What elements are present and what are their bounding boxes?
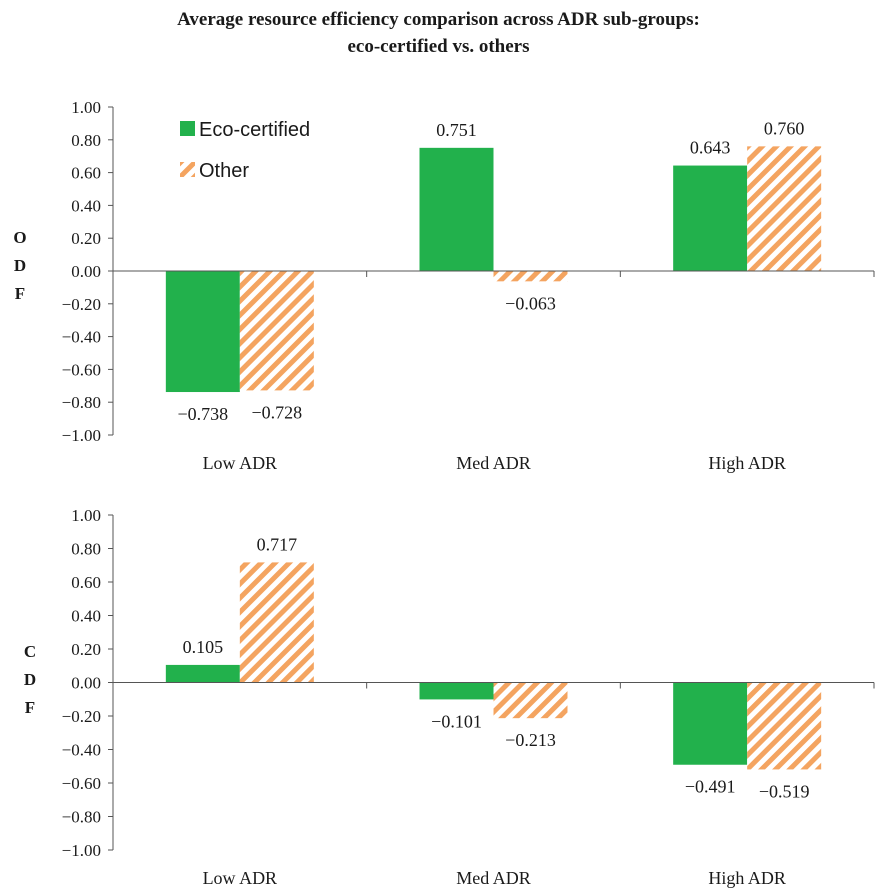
bar-other xyxy=(747,146,822,271)
y-axis-label-letter: D xyxy=(24,670,36,689)
bar-eco-certified xyxy=(165,271,240,393)
data-label: −0.063 xyxy=(505,293,556,313)
bar-eco-certified xyxy=(419,147,494,271)
bar-other xyxy=(747,682,822,770)
bar-eco-certified xyxy=(673,165,748,271)
data-label: 0.105 xyxy=(183,637,224,657)
y-tick-label: 1.00 xyxy=(71,506,101,525)
chart-title-line-2: eco-certified vs. others xyxy=(347,36,530,57)
y-tick-label: −0.60 xyxy=(62,360,101,379)
chart-panel-1: 1.00 0.80 0.60 0.40 0.20 0.00 −0.20 −0.40 −0.60 −… xyxy=(13,98,875,473)
data-label: 0.717 xyxy=(257,534,298,554)
x-tick-label: Med ADR xyxy=(456,453,531,473)
data-label: −0.738 xyxy=(178,404,229,424)
y-tick-label: 0.40 xyxy=(71,196,101,215)
bar-other xyxy=(239,562,314,683)
chart-title: Average resource efficiency comparison a… xyxy=(0,6,877,60)
bar-eco-certified xyxy=(419,682,494,700)
legend-swatch-eco-certified xyxy=(180,121,195,136)
legend-label: Eco-certified xyxy=(199,119,310,141)
legend: Eco-certified Other xyxy=(180,119,310,182)
y-tick-label: −0.40 xyxy=(62,741,101,760)
y-tick-label: 0.80 xyxy=(71,131,101,150)
data-label: 0.643 xyxy=(690,138,731,158)
y-tick-label: 0.60 xyxy=(71,573,101,592)
y-tick-label: 0.20 xyxy=(71,640,101,659)
bar-other xyxy=(493,682,568,719)
chart-panel-2: 1.00 0.80 0.60 0.40 0.20 0.00 −0.20 −0.40 −0.60 −… xyxy=(24,506,875,888)
y-axis-label-letter: D xyxy=(14,256,26,275)
y-tick-label: −0.60 xyxy=(62,774,101,793)
y-tick-label: −0.40 xyxy=(62,328,101,347)
y-axis-label-letter: C xyxy=(24,642,36,661)
x-tick-label: High ADR xyxy=(708,868,786,888)
y-axis-label-letter: F xyxy=(25,698,35,717)
x-tick-label: Low ADR xyxy=(203,868,278,888)
data-label: −0.519 xyxy=(759,781,810,801)
y-axis-label-letter: O xyxy=(13,228,26,247)
data-label: 0.760 xyxy=(764,118,805,138)
y-tick-label: −1.00 xyxy=(62,426,101,445)
y-tick-label: 0.60 xyxy=(71,164,101,183)
y-tick-label: −0.80 xyxy=(62,393,101,412)
y-tick-label: −0.20 xyxy=(62,707,101,726)
y-tick-label: 0.80 xyxy=(71,540,101,559)
bar-eco-certified xyxy=(673,682,748,765)
legend-label: Other xyxy=(199,160,249,182)
x-tick-label: Med ADR xyxy=(456,868,531,888)
data-label: −0.491 xyxy=(685,777,736,797)
x-tick-label: Low ADR xyxy=(203,453,278,473)
y-tick-label: 0.00 xyxy=(71,262,101,281)
data-label: 0.751 xyxy=(436,120,477,140)
y-tick-label: 0.00 xyxy=(71,674,101,693)
legend-swatch-other xyxy=(180,162,195,177)
bar-other xyxy=(239,271,314,391)
bar-other xyxy=(493,271,568,282)
y-tick-label: 0.40 xyxy=(71,607,101,626)
y-tick-label: −0.80 xyxy=(62,808,101,827)
data-label: −0.101 xyxy=(431,711,482,731)
data-label: −0.728 xyxy=(252,402,303,422)
y-tick-label: −1.00 xyxy=(62,841,101,860)
bar-eco-certified xyxy=(165,664,240,683)
y-tick-label: 0.20 xyxy=(71,229,101,248)
data-label: −0.213 xyxy=(505,730,556,750)
y-tick-label: 1.00 xyxy=(71,98,101,117)
y-axis-label-letter: F xyxy=(15,284,25,303)
x-tick-label: High ADR xyxy=(708,453,786,473)
y-tick-label: −0.20 xyxy=(62,295,101,314)
chart-title-line-1: Average resource efficiency comparison a… xyxy=(177,9,700,30)
